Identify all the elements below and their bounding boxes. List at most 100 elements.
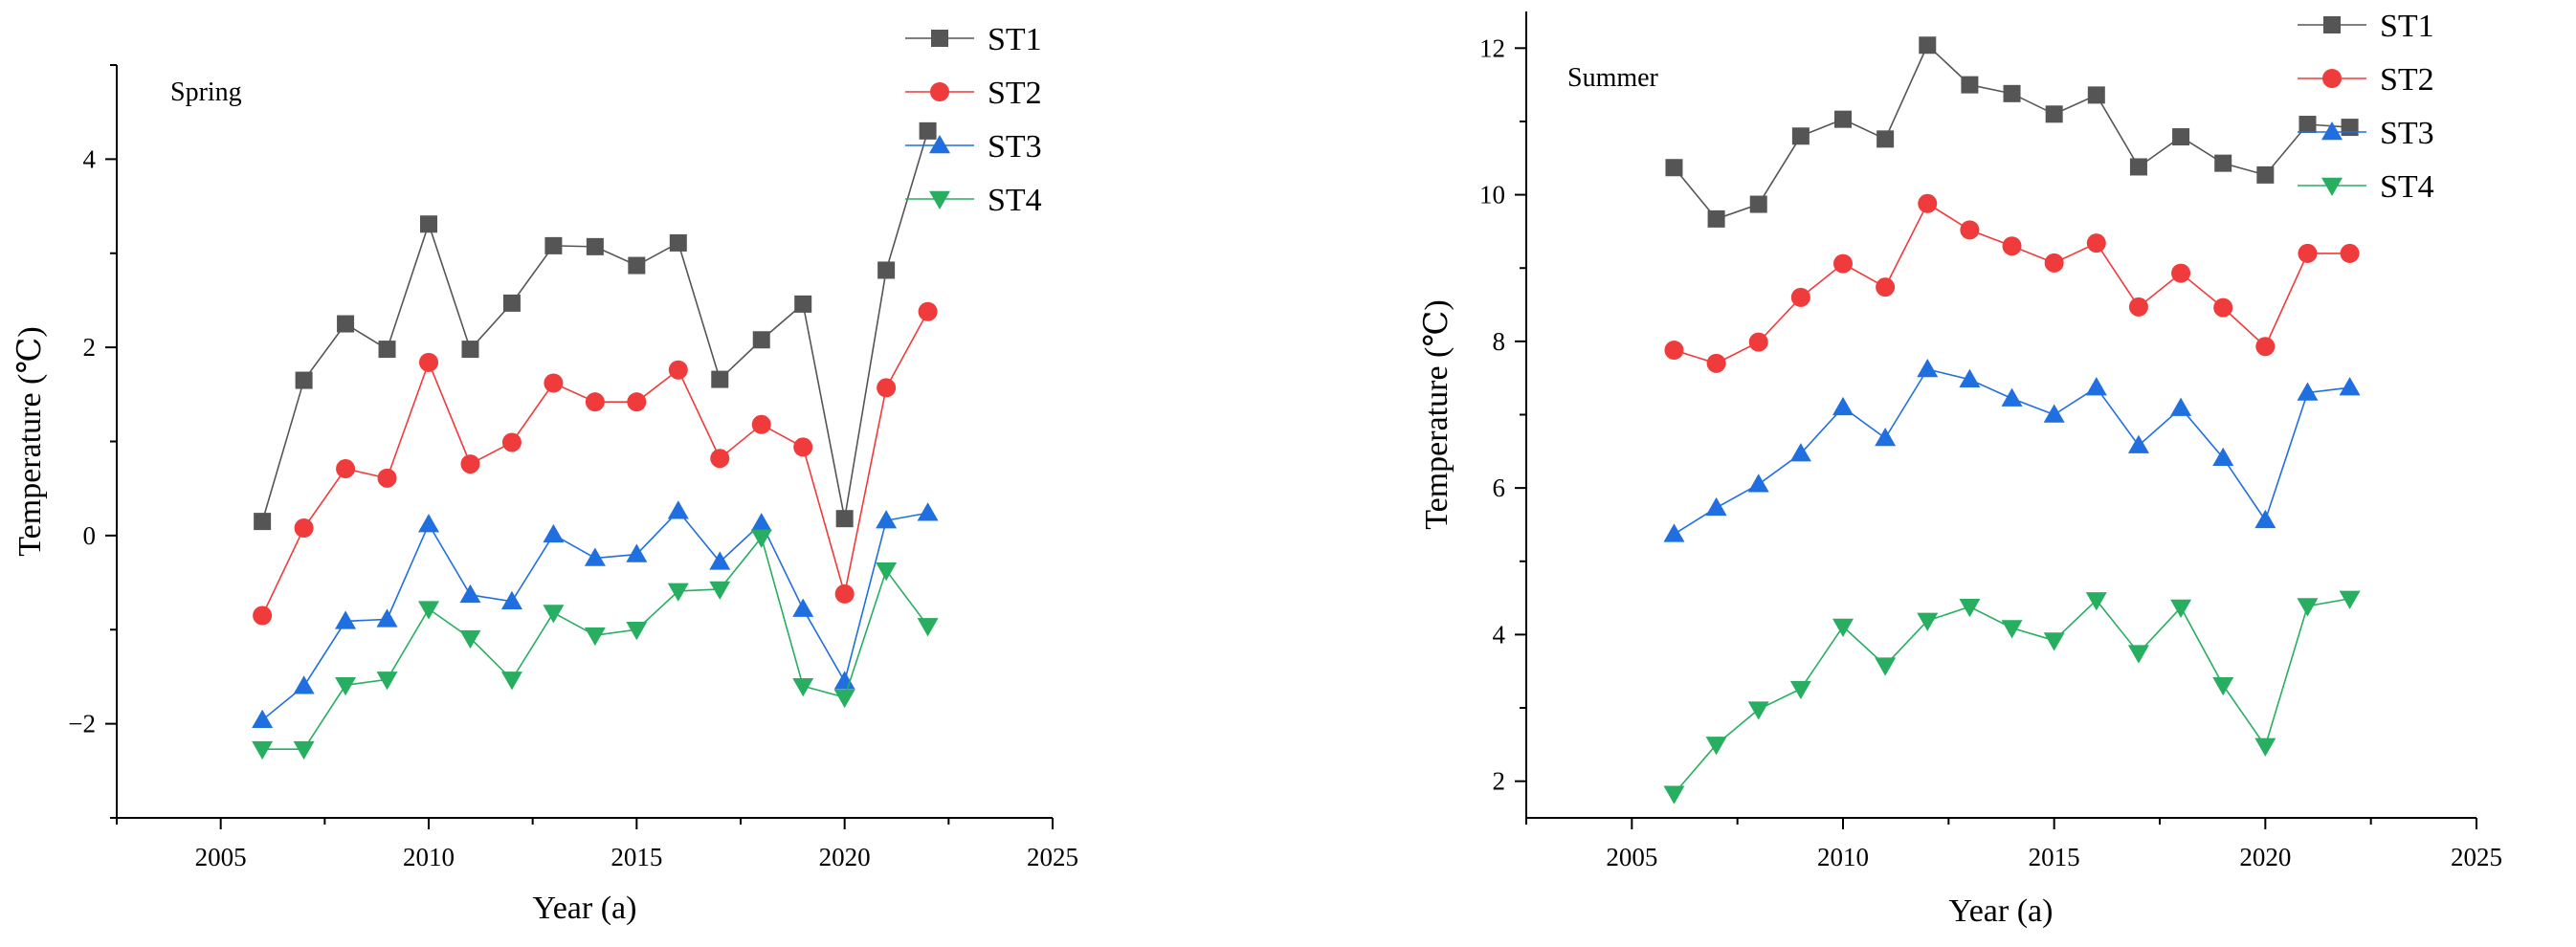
- data-point: [1960, 220, 1980, 240]
- data-point: [1919, 36, 1937, 55]
- data-point: [2001, 387, 2023, 407]
- data-point: [1832, 618, 1854, 637]
- series-line: [261, 311, 929, 616]
- legend-label: ST4: [2380, 169, 2434, 205]
- series-line: [1674, 202, 2350, 364]
- chart-panel-spring: 2005 2010 2015 2020 2025 −2 0 2 4 Year (a) Tempera…: [12, 22, 1078, 926]
- series-st1: [1665, 36, 2359, 228]
- legend: ST1 ST2 ST3 ST4: [2298, 9, 2434, 205]
- data-point: [253, 606, 273, 626]
- y-tick-label: 4: [1493, 620, 1506, 649]
- data-point: [2127, 434, 2149, 453]
- data-point: [2044, 253, 2064, 273]
- data-point: [544, 373, 564, 393]
- data-point: [1791, 127, 1810, 145]
- data-point: [335, 610, 357, 629]
- data-point: [1705, 737, 1727, 756]
- data-point: [460, 454, 480, 474]
- y-tick-label: 0: [83, 521, 97, 550]
- y-tick-label: 12: [1479, 33, 1505, 62]
- data-point: [2085, 592, 2107, 611]
- data-point: [1961, 76, 1979, 94]
- data-point: [2339, 590, 2361, 609]
- x-tick-label: 2020: [2239, 843, 2291, 871]
- data-point: [2003, 84, 2021, 102]
- data-point: [2170, 397, 2192, 416]
- data-point: [1789, 443, 1811, 462]
- chart-panel-summer: 2005 2010 2015 2020 2025 2 4 6 8 10 12 Year (a) Temp…: [1419, 9, 2502, 929]
- legend-label: ST1: [2380, 9, 2434, 44]
- data-point: [1833, 253, 1853, 274]
- data-point: [1663, 523, 1685, 542]
- legend-marker: [929, 135, 950, 154]
- legend-marker: [2323, 16, 2341, 33]
- data-point: [751, 414, 771, 434]
- data-point: [1748, 332, 1768, 352]
- data-point: [418, 514, 439, 533]
- legend-label: ST3: [988, 129, 1042, 165]
- x-tick-label: 2025: [1027, 843, 1078, 871]
- data-point: [918, 301, 938, 321]
- data-point: [1705, 496, 1727, 517]
- data-point: [2214, 154, 2232, 172]
- data-point: [752, 331, 770, 349]
- series-line: [1673, 43, 2350, 220]
- data-point: [2254, 738, 2276, 757]
- data-point: [420, 215, 437, 233]
- series-st2: [253, 301, 938, 626]
- data-point: [1875, 428, 1897, 447]
- legend-label: ST2: [2380, 62, 2434, 98]
- data-point: [876, 562, 898, 582]
- legend-marker: [2321, 177, 2343, 196]
- y-tick-label: 8: [1493, 327, 1506, 356]
- data-point: [835, 510, 854, 528]
- data-point: [2043, 632, 2065, 651]
- data-point: [919, 121, 937, 140]
- data-point: [584, 627, 606, 647]
- legend-label: ST2: [988, 76, 1042, 111]
- data-point: [877, 378, 897, 398]
- data-point: [2086, 233, 2106, 253]
- data-point: [710, 449, 730, 469]
- x-tick-label: 2005: [1606, 843, 1657, 871]
- data-point: [500, 590, 522, 609]
- data-point: [2002, 236, 2022, 256]
- data-point: [500, 672, 522, 691]
- data-point: [502, 294, 521, 312]
- data-point: [1706, 353, 1726, 373]
- data-point: [1747, 474, 1769, 493]
- data-point: [750, 529, 772, 548]
- legend-label: ST3: [2380, 116, 2434, 151]
- data-point: [626, 622, 648, 641]
- data-point: [419, 352, 438, 372]
- data-point: [1707, 209, 1725, 228]
- data-point: [584, 547, 606, 566]
- data-point: [667, 500, 689, 519]
- data-point: [917, 502, 939, 521]
- data-point: [1918, 193, 1938, 213]
- data-point: [750, 513, 772, 532]
- x-tick-label: 2010: [403, 843, 455, 871]
- data-point: [2256, 165, 2275, 184]
- data-point: [459, 584, 481, 604]
- data-point: [254, 513, 272, 531]
- data-point: [376, 608, 398, 628]
- y-axis-label: Temperature (℃): [12, 326, 48, 556]
- data-point: [834, 584, 855, 604]
- data-point: [2127, 645, 2149, 664]
- legend-marker: [930, 82, 949, 101]
- data-point: [1959, 368, 1981, 387]
- data-point: [1959, 599, 1981, 618]
- data-point: [2298, 116, 2317, 134]
- x-axis-label: Year (a): [1949, 893, 2054, 929]
- data-point: [833, 671, 855, 690]
- data-point: [2170, 599, 2192, 619]
- series-st3: [1663, 358, 2361, 542]
- data-point: [543, 605, 565, 624]
- data-point: [1789, 680, 1811, 700]
- data-point: [2297, 598, 2319, 617]
- data-point: [2212, 447, 2234, 466]
- data-point: [377, 468, 397, 488]
- data-point: [2339, 377, 2361, 396]
